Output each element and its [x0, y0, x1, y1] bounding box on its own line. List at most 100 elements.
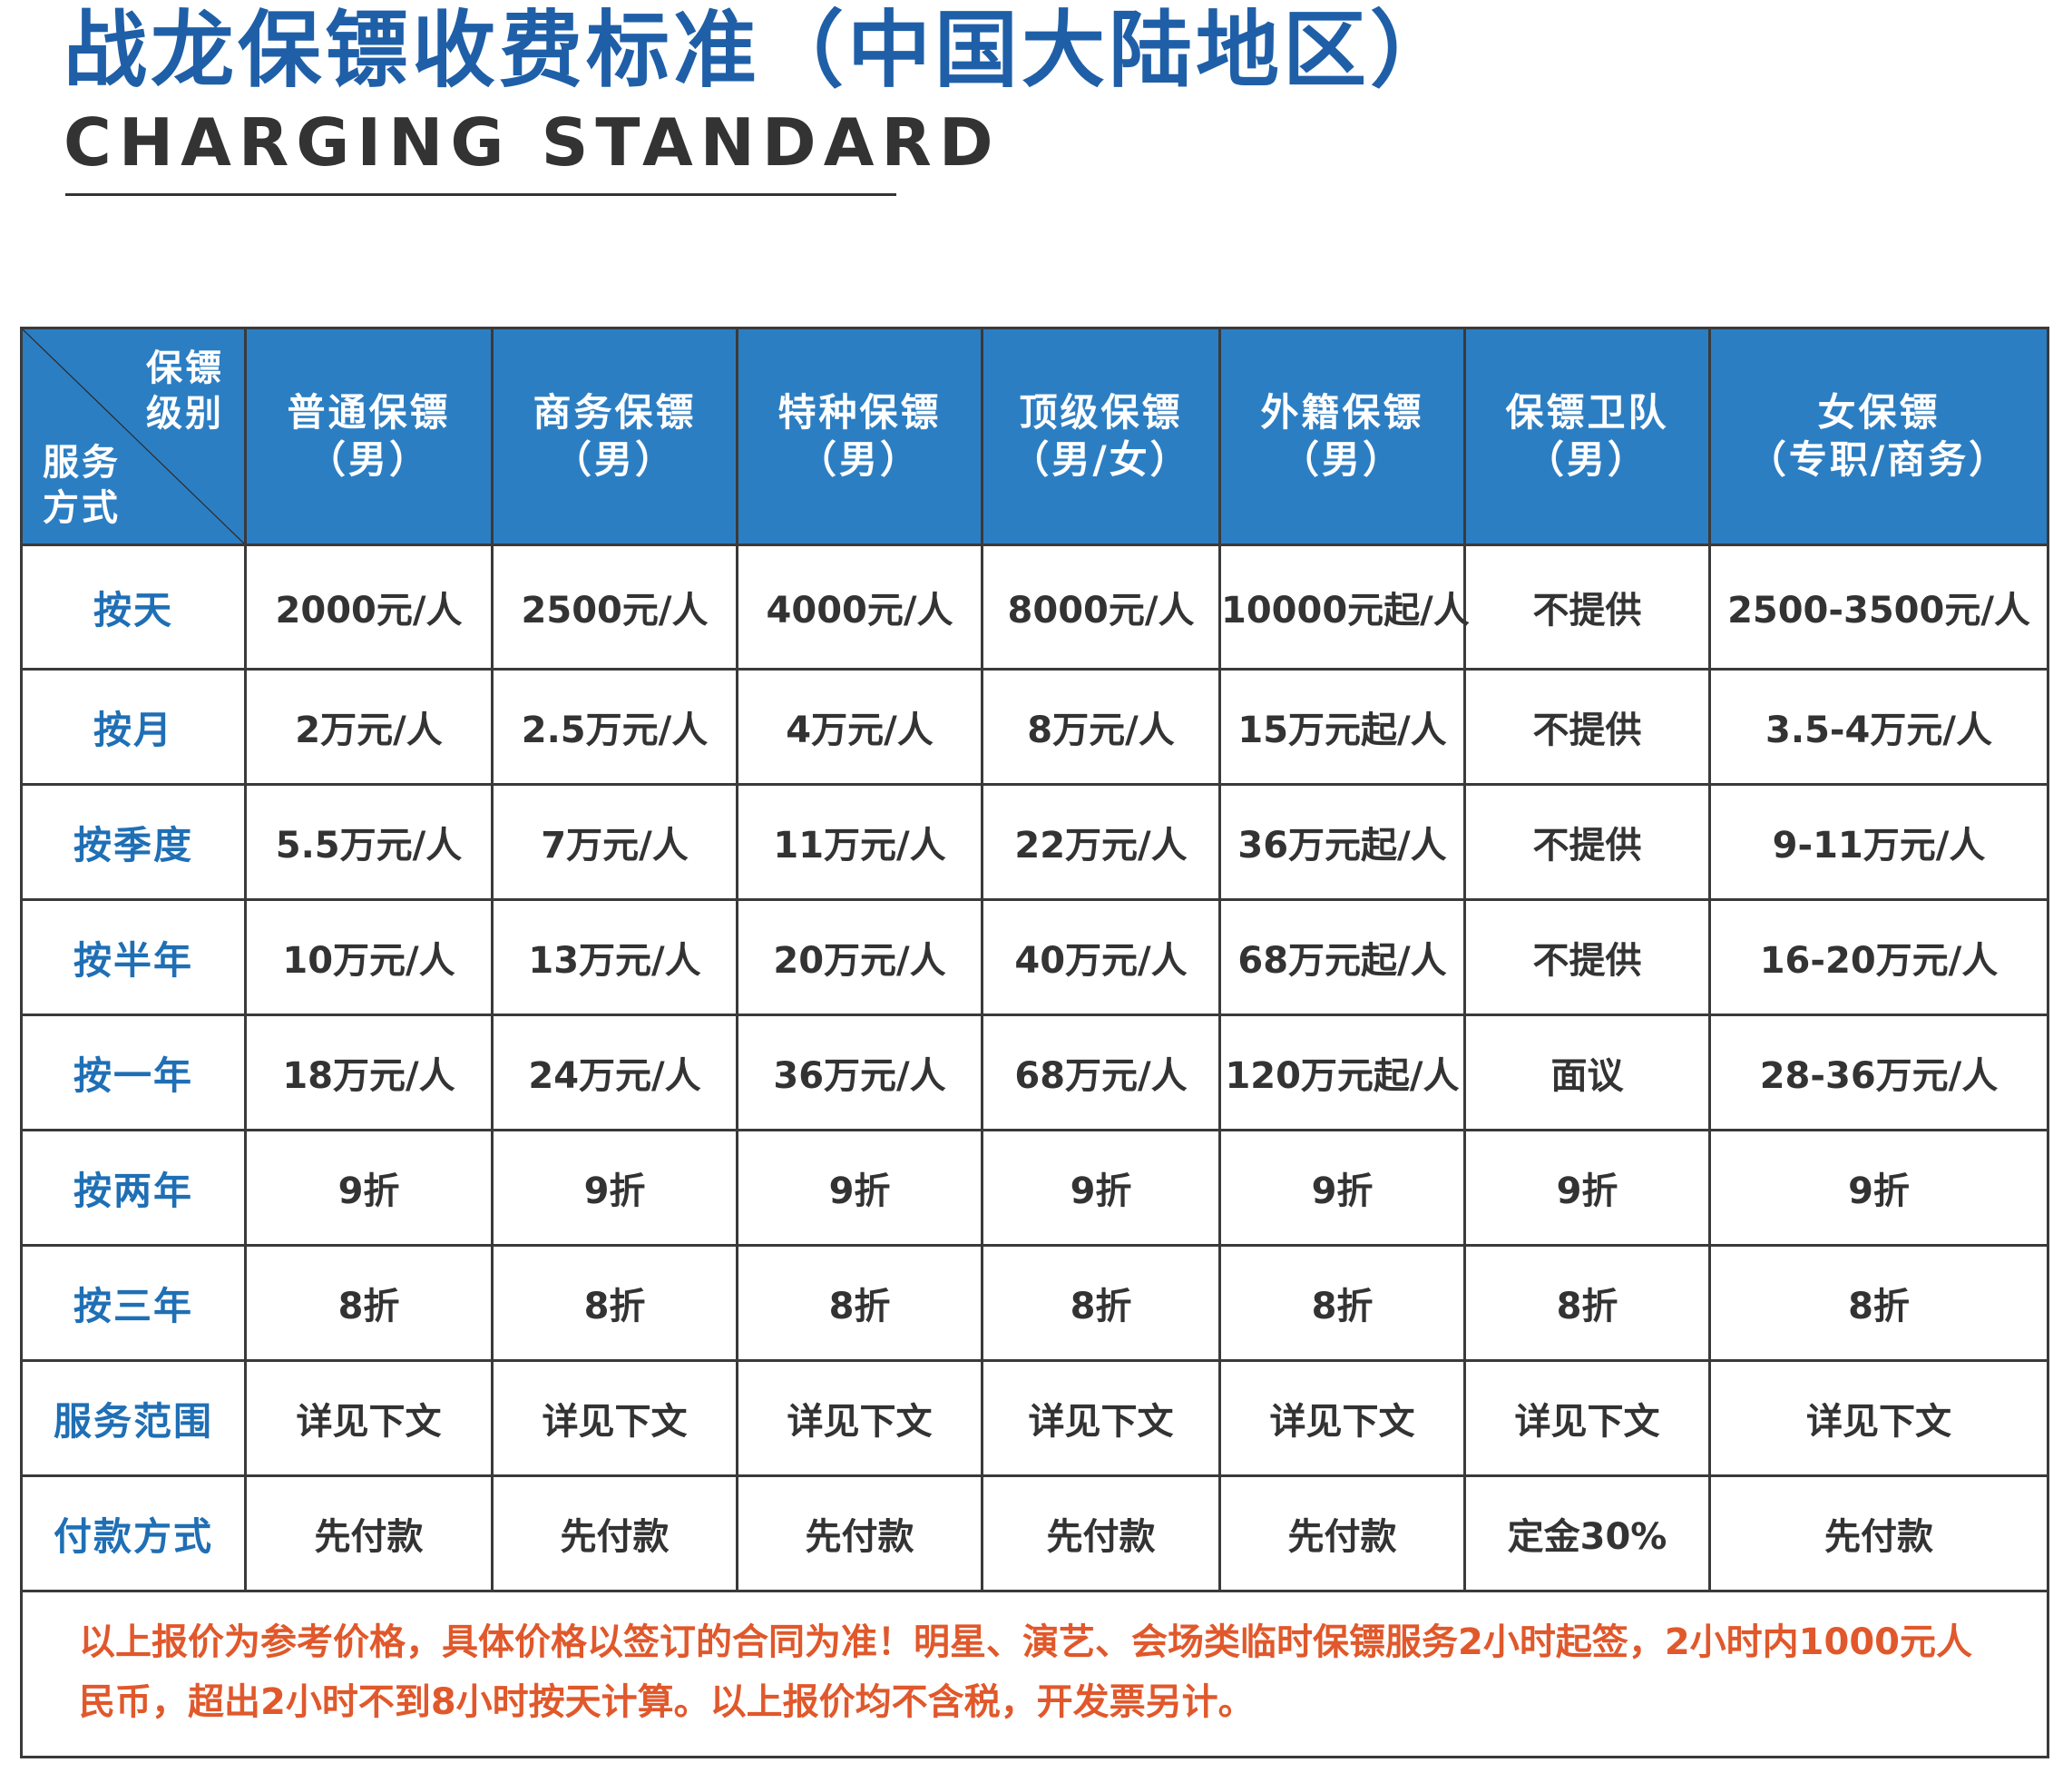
column-header-subtitle: （男/女）	[1011, 437, 1191, 482]
table-cell: 不提供	[1463, 668, 1711, 786]
corner-level-label: 保镖 级别	[146, 346, 224, 436]
row-label: 按两年	[20, 1129, 247, 1247]
table-cell: 28-36万元/人	[1708, 1014, 2049, 1131]
table-cell: 9折	[736, 1129, 983, 1247]
page-title: 战龙保镖收费标准（中国大陆地区）	[64, 2, 1458, 99]
row-label: 按半年	[20, 898, 247, 1016]
column-header-subtitle: （男）	[552, 437, 676, 482]
table-cell: 8折	[244, 1244, 494, 1362]
table-cell: 4万元/人	[736, 668, 983, 786]
row-label: 服务范围	[20, 1359, 247, 1477]
table-cell: 2500元/人	[491, 543, 738, 671]
corner-level-line1: 保镖	[146, 348, 224, 389]
table-cell: 22万元/人	[981, 783, 1221, 901]
table-cell: 15万元起/人	[1218, 668, 1466, 786]
table-cell: 先付款	[491, 1474, 738, 1592]
column-header-subtitle: （男）	[1280, 437, 1403, 482]
pricing-note: 以上报价为参考价格，具体价格以签订的合同为准！明星、演艺、会场类临时保镖服务2小…	[20, 1590, 2049, 1758]
row-label: 按季度	[20, 783, 247, 901]
table-cell: 3.5-4万元/人	[1708, 668, 2049, 786]
table-row-daily: 按天 2000元/人 2500元/人 4000元/人 8000元/人 10000…	[20, 543, 2049, 671]
table-cell: 详见下文	[244, 1359, 494, 1477]
table-cell: 2000元/人	[244, 543, 494, 671]
row-label: 按天	[20, 543, 247, 671]
table-cell: 36万元起/人	[1218, 783, 1466, 901]
column-header-title: 女保镖	[1817, 389, 1941, 435]
table-cell: 先付款	[1218, 1474, 1466, 1592]
table-cell: 先付款	[981, 1474, 1221, 1592]
title-divider	[65, 193, 896, 196]
row-label: 按三年	[20, 1244, 247, 1362]
table-row-one-year: 按一年 18万元/人 24万元/人 36万元/人 68万元/人 120万元起/人…	[20, 1014, 2049, 1131]
table-cell: 定金30%	[1463, 1474, 1711, 1592]
table-row-half-year: 按半年 10万元/人 13万元/人 20万元/人 40万元/人 68万元起/人 …	[20, 898, 2049, 1016]
corner-service-line1: 服务	[43, 442, 121, 484]
column-header-title: 顶级保镖	[1019, 389, 1183, 435]
column-header-subtitle: （专职/商务）	[1747, 437, 2010, 482]
table-cell: 先付款	[244, 1474, 494, 1592]
table-cell: 36万元/人	[736, 1014, 983, 1131]
table-cell: 11万元/人	[736, 783, 983, 901]
table-cell: 先付款	[736, 1474, 983, 1592]
table-note-row: 以上报价为参考价格，具体价格以签订的合同为准！明星、演艺、会场类临时保镖服务2小…	[20, 1590, 2049, 1758]
table-cell: 详见下文	[1218, 1359, 1466, 1477]
table-cell: 9折	[1463, 1129, 1711, 1247]
table-cell: 8折	[736, 1244, 983, 1362]
table-cell: 详见下文	[1463, 1359, 1711, 1477]
table-cell: 16-20万元/人	[1708, 898, 2049, 1016]
table-cell: 2.5万元/人	[491, 668, 738, 786]
table-cell: 120万元起/人	[1218, 1014, 1466, 1131]
column-header-guard-team: 保镖卫队 （男）	[1463, 327, 1711, 546]
table-cell: 面议	[1463, 1014, 1711, 1131]
column-header-special: 特种保镖 （男）	[736, 327, 983, 546]
table-cell: 9折	[244, 1129, 494, 1247]
column-header-business: 商务保镖 （男）	[491, 327, 738, 546]
table-row-two-years: 按两年 9折 9折 9折 9折 9折 9折 9折	[20, 1129, 2049, 1247]
table-cell: 9-11万元/人	[1708, 783, 2049, 901]
table-cell: 18万元/人	[244, 1014, 494, 1131]
table-cell: 9折	[981, 1129, 1221, 1247]
table-cell: 8折	[1218, 1244, 1466, 1362]
table-cell: 13万元/人	[491, 898, 738, 1016]
table-cell: 5.5万元/人	[244, 783, 494, 901]
table-cell: 7万元/人	[491, 783, 738, 901]
table-cell: 详见下文	[1708, 1359, 2049, 1477]
table-cell: 8万元/人	[981, 668, 1221, 786]
table-cell: 20万元/人	[736, 898, 983, 1016]
column-header-title: 商务保镖	[533, 389, 697, 435]
corner-service-line2: 方式	[43, 487, 121, 529]
table-cell: 2500-3500元/人	[1708, 543, 2049, 671]
table-cell: 8000元/人	[981, 543, 1221, 671]
corner-header: 保镖 级别 服务 方式	[20, 327, 247, 546]
column-header-regular: 普通保镖 （男）	[244, 327, 494, 546]
corner-service-label: 服务 方式	[43, 440, 121, 531]
table-cell: 8折	[981, 1244, 1221, 1362]
table-cell: 9折	[491, 1129, 738, 1247]
table-cell: 8折	[1463, 1244, 1711, 1362]
column-header-top: 顶级保镖 （男/女）	[981, 327, 1221, 546]
diagonal-divider	[23, 329, 244, 543]
table-cell: 9折	[1218, 1129, 1466, 1247]
table-cell: 详见下文	[491, 1359, 738, 1477]
table-row-service-scope: 服务范围 详见下文 详见下文 详见下文 详见下文 详见下文 详见下文 详见下文	[20, 1359, 2049, 1477]
table-cell: 先付款	[1708, 1474, 2049, 1592]
table-row-quarterly: 按季度 5.5万元/人 7万元/人 11万元/人 22万元/人 36万元起/人 …	[20, 783, 2049, 901]
table-row-three-years: 按三年 8折 8折 8折 8折 8折 8折 8折	[20, 1244, 2049, 1362]
table-row-payment: 付款方式 先付款 先付款 先付款 先付款 先付款 定金30% 先付款	[20, 1474, 2049, 1592]
column-header-subtitle: （男）	[307, 437, 430, 482]
page-subtitle: CHARGING STANDARD	[64, 104, 1001, 181]
table-cell: 2万元/人	[244, 668, 494, 786]
column-header-subtitle: （男）	[797, 437, 921, 482]
row-label: 按一年	[20, 1014, 247, 1131]
column-header-foreign: 外籍保镖 （男）	[1218, 327, 1466, 546]
table-cell: 68万元/人	[981, 1014, 1221, 1131]
table-cell: 9折	[1708, 1129, 2049, 1247]
column-header-title: 保镖卫队	[1505, 389, 1669, 435]
table-cell: 10000元起/人	[1218, 543, 1470, 671]
table-cell: 4000元/人	[736, 543, 983, 671]
table-cell: 详见下文	[736, 1359, 983, 1477]
table-cell: 不提供	[1463, 898, 1711, 1016]
table-header-row: 保镖 级别 服务 方式 普通保镖 （男） 商务保镖 （男） 特种保镖 （男） 顶级保镖…	[20, 327, 2049, 546]
table-cell: 8折	[1708, 1244, 2049, 1362]
table-cell: 68万元起/人	[1218, 898, 1466, 1016]
